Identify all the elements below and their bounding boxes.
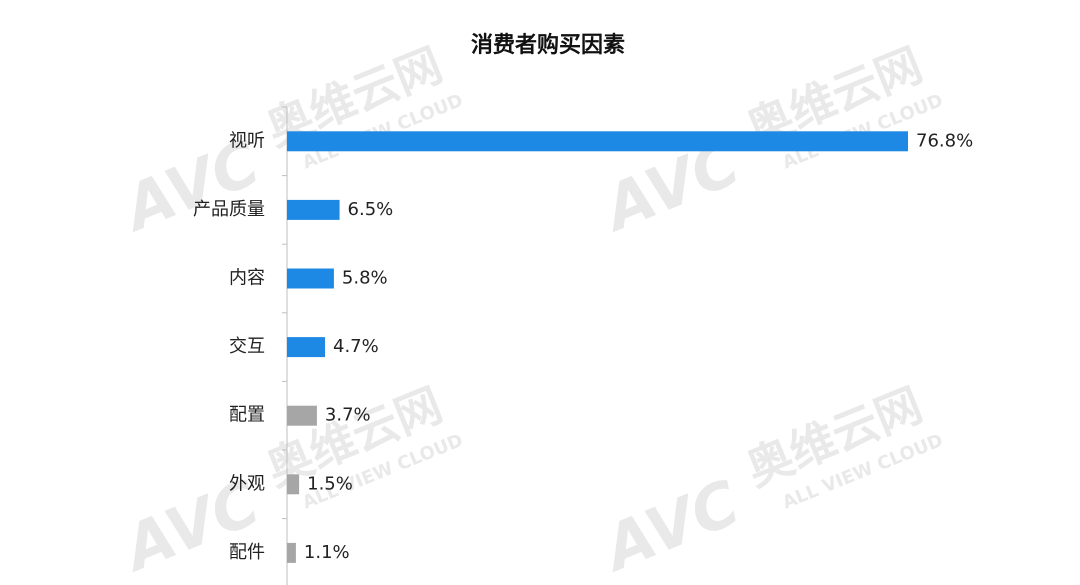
y-tick-label: 配件: [229, 542, 265, 563]
data-label: 1.1%: [304, 542, 350, 563]
data-label: 3.7%: [325, 405, 371, 426]
y-tick-label: 配置: [229, 405, 265, 426]
chart-title: 消费者购买因素: [471, 32, 625, 58]
bar: [287, 474, 300, 495]
y-tick-label: 视听: [229, 130, 265, 151]
data-label: 76.8%: [916, 130, 973, 151]
y-tick-label: 产品质量: [193, 199, 265, 220]
y-tick-label: 内容: [229, 268, 265, 289]
watermark-logo: AVC: [590, 466, 749, 585]
watermarks: AVC 奥维云网 ALL VIEW CLOUD AVC 奥维云网 ALL VIE…: [110, 37, 946, 585]
bar: [287, 131, 908, 152]
data-label: 4.7%: [333, 336, 379, 357]
y-tick-label: 交互: [229, 336, 265, 357]
bar: [287, 199, 340, 220]
watermark: AVC 奥维云网 ALL VIEW CLOUD: [590, 377, 946, 585]
bar: [287, 337, 326, 358]
bar: [287, 405, 317, 426]
y-tick-label: 外观: [229, 473, 265, 494]
bar: [287, 268, 334, 289]
data-label: 1.5%: [307, 473, 353, 494]
data-label: 5.8%: [342, 268, 388, 289]
data-label: 6.5%: [348, 199, 394, 220]
bar: [287, 542, 296, 563]
